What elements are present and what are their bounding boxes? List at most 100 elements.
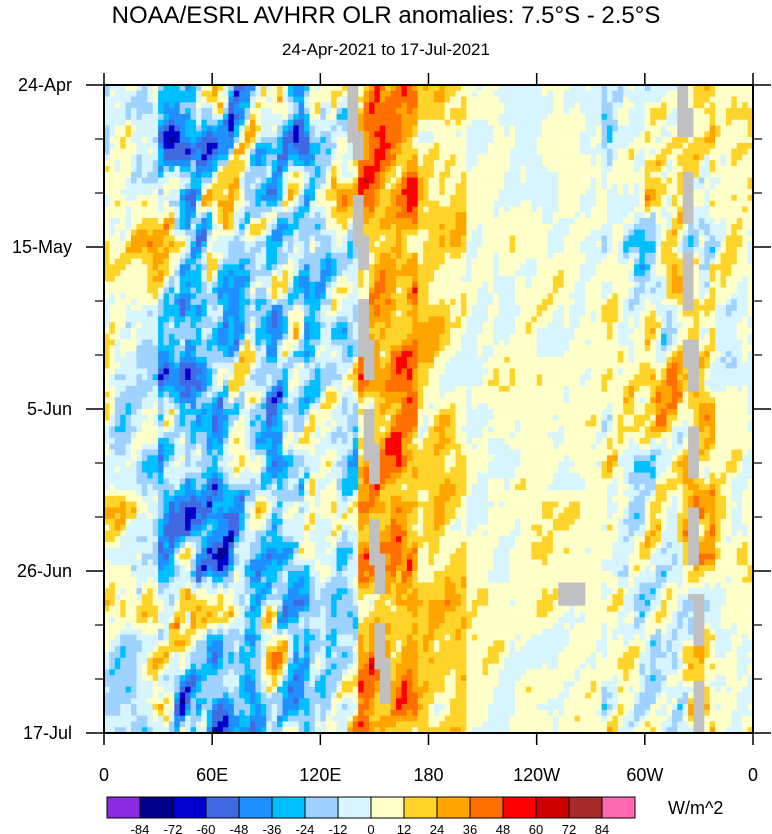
field-cell	[168, 310, 175, 318]
field-cell	[590, 264, 597, 271]
field-cell	[661, 281, 668, 289]
field-cell	[174, 264, 181, 271]
field-cell	[596, 90, 603, 98]
field-cell	[709, 310, 716, 318]
field-cell	[563, 119, 570, 127]
field-cell	[455, 252, 462, 260]
field-cell	[661, 131, 668, 138]
field-cell	[163, 137, 170, 144]
field-cell	[195, 137, 202, 144]
field-cell	[341, 171, 348, 179]
field-cell	[396, 189, 403, 196]
field-cell	[634, 299, 641, 306]
field-cell	[158, 183, 165, 190]
field-cell	[493, 293, 500, 300]
field-cell	[163, 119, 170, 127]
field-cell	[212, 200, 219, 208]
field-cell	[736, 287, 743, 294]
field-cell	[282, 90, 289, 98]
field-cell	[579, 223, 586, 231]
field-cell	[542, 171, 549, 179]
field-cell	[558, 316, 565, 323]
field-cell	[147, 166, 154, 173]
field-cell	[228, 241, 235, 248]
field-cell	[628, 113, 635, 121]
field-cell	[731, 223, 738, 231]
field-cell	[715, 166, 722, 173]
field-cell	[623, 200, 630, 208]
field-cell	[720, 229, 727, 237]
field-cell	[520, 160, 527, 167]
field-cell	[374, 281, 381, 289]
field-cell	[671, 137, 678, 144]
field-cell	[163, 322, 170, 329]
field-cell	[579, 316, 586, 323]
field-cell	[693, 247, 700, 254]
field-cell	[401, 125, 408, 132]
field-cell	[309, 154, 316, 161]
field-cell	[569, 108, 576, 115]
field-cell	[406, 229, 413, 237]
field-cell	[158, 177, 165, 184]
field-cell	[320, 96, 327, 103]
field-cell	[574, 304, 581, 312]
field-cell	[569, 218, 576, 225]
field-cell	[498, 293, 505, 300]
field-cell	[212, 281, 219, 289]
field-cell	[623, 310, 630, 318]
field-cell	[693, 264, 700, 271]
field-cell	[617, 160, 624, 167]
field-cell	[168, 287, 175, 294]
field-cell	[298, 148, 305, 156]
field-cell	[195, 119, 202, 127]
field-cell	[504, 293, 511, 300]
field-cell	[612, 131, 619, 138]
field-cell	[471, 166, 478, 173]
field-cell	[715, 264, 722, 271]
field-cell	[287, 264, 294, 271]
field-cell	[725, 177, 732, 184]
field-cell	[304, 183, 311, 190]
field-cell	[163, 241, 170, 248]
field-cell	[487, 258, 494, 265]
field-cell	[650, 212, 657, 219]
field-cell	[477, 316, 484, 323]
field-cell	[374, 241, 381, 248]
field-cell	[336, 235, 343, 242]
field-cell	[601, 131, 608, 138]
field-cell	[720, 119, 727, 127]
field-cell	[655, 235, 662, 242]
field-cell	[320, 316, 327, 323]
field-cell	[715, 142, 722, 150]
field-cell	[677, 96, 684, 103]
field-cell	[487, 131, 494, 138]
field-cell	[304, 177, 311, 184]
field-cell	[233, 252, 240, 260]
field-cell	[271, 206, 278, 213]
field-cell	[698, 223, 705, 231]
field-cell	[525, 194, 532, 202]
field-cell	[704, 171, 711, 179]
field-cell	[585, 142, 592, 150]
field-cell	[358, 194, 365, 202]
field-cell	[304, 154, 311, 161]
field-cell	[709, 212, 716, 219]
field-cell	[493, 113, 500, 121]
field-cell	[104, 275, 111, 283]
field-cell	[585, 304, 592, 312]
field-cell	[314, 108, 321, 115]
field-cell	[542, 166, 549, 173]
field-cell	[558, 142, 565, 150]
field-cell	[731, 189, 738, 196]
field-cell	[639, 160, 646, 167]
field-cell	[390, 200, 397, 208]
field-cell	[282, 148, 289, 156]
field-cell	[709, 241, 716, 248]
field-cell	[433, 171, 440, 179]
field-cell	[558, 148, 565, 156]
field-cell	[504, 206, 511, 213]
field-cell	[698, 293, 705, 300]
field-cell	[558, 194, 565, 202]
field-cell	[228, 102, 235, 109]
field-cell	[704, 281, 711, 289]
